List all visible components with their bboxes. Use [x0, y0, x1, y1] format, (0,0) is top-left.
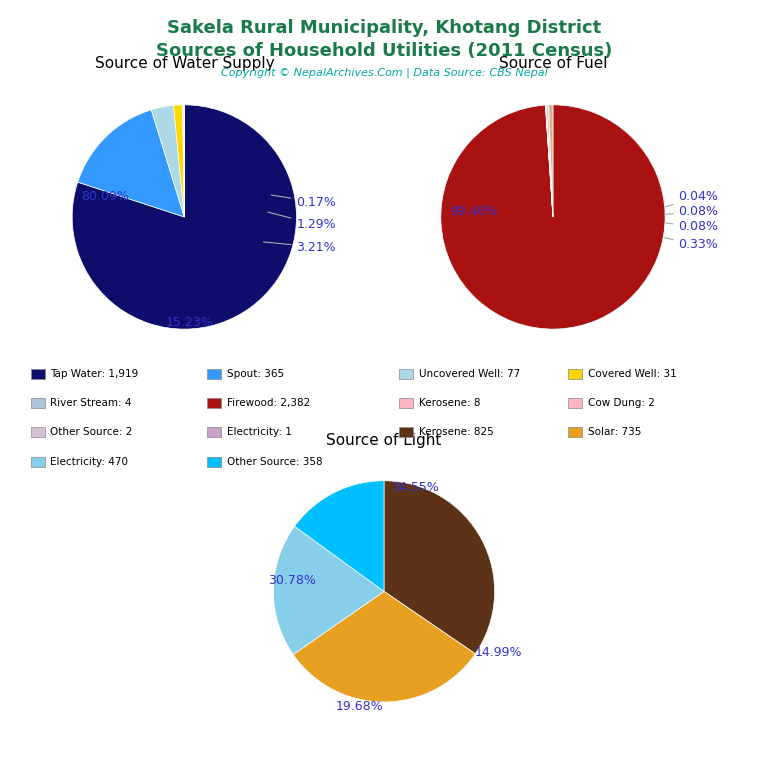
- Wedge shape: [384, 481, 495, 654]
- Text: River Stream: 4: River Stream: 4: [50, 398, 131, 409]
- Text: 0.04%: 0.04%: [664, 190, 718, 207]
- Wedge shape: [273, 526, 384, 654]
- Text: 0.08%: 0.08%: [664, 220, 719, 233]
- Wedge shape: [72, 105, 296, 329]
- Text: 80.09%: 80.09%: [81, 190, 129, 204]
- Text: Kerosene: 8: Kerosene: 8: [419, 398, 480, 409]
- Text: Tap Water: 1,919: Tap Water: 1,919: [50, 369, 138, 379]
- Text: Other Source: 2: Other Source: 2: [50, 427, 132, 438]
- Text: Electricity: 1: Electricity: 1: [227, 427, 291, 438]
- Text: 1.29%: 1.29%: [268, 212, 336, 231]
- Wedge shape: [545, 105, 553, 217]
- Text: Sources of Household Utilities (2011 Census): Sources of Household Utilities (2011 Cen…: [156, 42, 612, 60]
- Text: 30.78%: 30.78%: [268, 574, 316, 587]
- Text: Sakela Rural Municipality, Khotang District: Sakela Rural Municipality, Khotang Distr…: [167, 19, 601, 37]
- Text: Firewood: 2,382: Firewood: 2,382: [227, 398, 310, 409]
- Text: Solar: 735: Solar: 735: [588, 427, 641, 438]
- Wedge shape: [545, 105, 553, 217]
- Text: Spout: 365: Spout: 365: [227, 369, 283, 379]
- Text: Uncovered Well: 77: Uncovered Well: 77: [419, 369, 520, 379]
- Text: 14.99%: 14.99%: [475, 646, 522, 659]
- Text: Covered Well: 31: Covered Well: 31: [588, 369, 677, 379]
- Wedge shape: [183, 105, 184, 217]
- Wedge shape: [441, 105, 665, 329]
- Text: 34.55%: 34.55%: [391, 481, 439, 494]
- Wedge shape: [546, 105, 553, 217]
- Text: Kerosene: 825: Kerosene: 825: [419, 427, 493, 438]
- Wedge shape: [174, 105, 184, 217]
- Title: Source of Light: Source of Light: [326, 433, 442, 448]
- Text: Other Source: 358: Other Source: 358: [227, 456, 323, 467]
- Wedge shape: [293, 591, 475, 702]
- Text: 3.21%: 3.21%: [263, 240, 336, 253]
- Text: 0.17%: 0.17%: [271, 195, 336, 209]
- Title: Source of Fuel: Source of Fuel: [498, 57, 607, 71]
- Text: Copyright © NepalArchives.Com | Data Source: CBS Nepal: Copyright © NepalArchives.Com | Data Sou…: [220, 68, 548, 78]
- Text: 19.68%: 19.68%: [336, 700, 383, 713]
- Text: Electricity: 470: Electricity: 470: [50, 456, 128, 467]
- Wedge shape: [295, 481, 384, 591]
- Wedge shape: [548, 105, 553, 217]
- Wedge shape: [78, 110, 184, 217]
- Text: 0.08%: 0.08%: [664, 205, 719, 217]
- Text: 0.33%: 0.33%: [664, 238, 718, 251]
- Title: Source of Water Supply: Source of Water Supply: [94, 57, 274, 71]
- Wedge shape: [151, 105, 184, 217]
- Text: 99.46%: 99.46%: [450, 205, 498, 218]
- Text: Cow Dung: 2: Cow Dung: 2: [588, 398, 654, 409]
- Text: 15.23%: 15.23%: [166, 316, 214, 329]
